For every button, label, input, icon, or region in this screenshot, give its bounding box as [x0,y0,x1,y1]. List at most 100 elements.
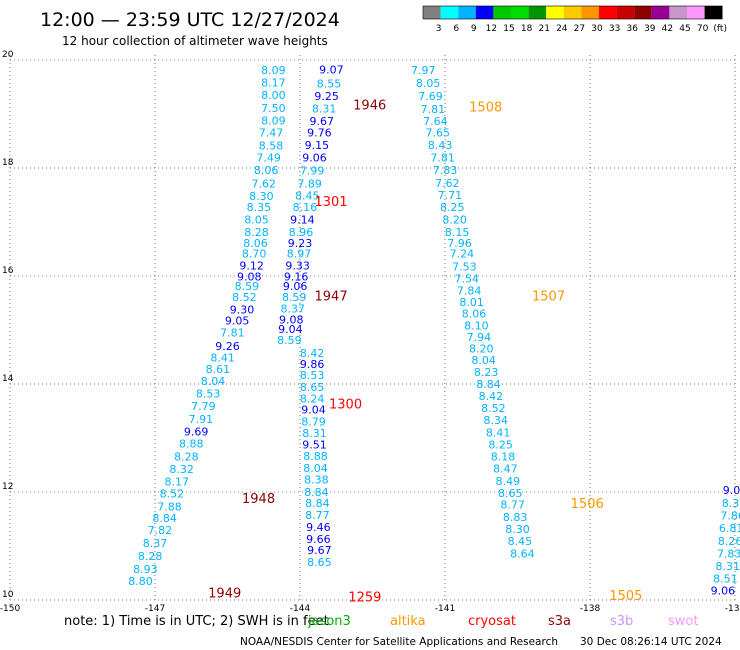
legend-label: 39 [644,24,656,34]
satellite-name: swot [668,614,698,629]
wave-height-label: 7.49 [256,152,281,165]
legend-swatch [669,6,687,19]
wave-height-label: 7.91 [189,413,214,426]
wave-height-label: 8.52 [160,487,185,500]
wave-height-label: 9.12 [239,260,264,273]
satellite-name: jason3 [307,614,351,629]
legend-label: 24 [556,24,568,34]
wave-height-label: 8.41 [210,351,235,364]
wave-height-label: 9.16 [284,270,309,283]
satellite-name: altika [390,614,426,629]
wave-height-label: 7.88 [157,500,182,513]
chart-subtitle: 12 hour collection of altimeter wave hei… [62,34,328,48]
wave-height-label: 8.09 [261,114,286,127]
wave-height-label: 9.25 [314,90,339,103]
legend-swatch [651,6,670,19]
legend-swatch [440,6,459,19]
wave-height-label: 8.32 [169,463,194,476]
legend-label: 42 [662,24,673,34]
wave-height-label: 7.97 [411,64,436,77]
x-tick-label: -144 [290,604,311,614]
wave-height-label: 8.58 [259,140,284,153]
legend-label: 45 [679,24,690,34]
legend-swatch [634,6,652,19]
wave-height-label: 8.24 [300,392,325,405]
wave-height-label: 7.84 [457,284,482,297]
wave-height-label: 7.86 [720,510,740,523]
wave-height-label: 8.42 [300,347,325,360]
wave-height-label: 8.18 [491,451,516,464]
wave-height-label: 7.94 [467,331,492,344]
wave-height-label: 7.64 [423,115,448,128]
wave-height-label: 8.84 [304,486,329,499]
axis-ticks: -150 -147 -144 -141 -138 -135 20 18 16 14 12 10 [0,50,740,614]
legend-swatch [458,6,476,19]
satellite-legend: jason3 altika cryosat s3a s3b swot [307,614,698,629]
legend-label: 6 [453,24,459,34]
wave-height-label: 8.59 [282,291,307,304]
wave-height-label: 8.15 [445,226,470,239]
wave-height-label: 8.64 [510,547,535,560]
y-tick-label: 12 [2,482,13,492]
wave-height-label: 8.84 [305,497,330,510]
wave-height-label: 8.96 [289,226,314,239]
wave-height-label: 8.01 [459,296,484,309]
legend-label: 27 [574,24,585,34]
wave-height-label: 7.62 [435,177,460,190]
wave-height-label: 7.82 [148,524,173,537]
wave-height-label: 9.86 [300,358,325,371]
wave-height-label: 7.99 [300,164,325,177]
wave-height-label: 7.65 [426,127,451,140]
pass-time-label: 1505 [609,589,642,604]
color-legend: 3 6 9 12 15 18 21 24 27 30 33 36 39 42 45 70 (ft) [422,5,727,34]
wave-height-label: 8.05 [416,77,441,90]
legend-label: 70 [697,24,709,34]
wave-height-label: 8.04 [303,462,328,475]
wave-height-label: 8.70 [242,248,267,261]
x-tick-label: -147 [145,604,165,614]
wave-height-label: 8.53 [196,388,221,401]
chart-title: 12:00 — 23:59 UTC 12/27/2024 [40,9,340,31]
wave-height-label: 8.20 [442,214,467,227]
wave-height-label: 7.83 [433,164,458,177]
wave-height-label: 7.53 [452,261,477,274]
wave-height-label: 8.83 [503,511,528,524]
legend-label: 15 [503,24,514,34]
wave-height-label: 8.51 [713,573,738,586]
wave-height-label: 8.06 [462,308,487,321]
wave-height-label: 8.41 [486,426,511,439]
wave-height-label: 9.06 [283,280,308,293]
y-tick-label: 14 [2,374,14,384]
grid-lines [9,55,736,601]
wave-height-label: 9.30 [230,303,255,316]
wave-height-label: 8.28 [138,550,163,563]
wave-height-label: 7.96 [447,237,472,250]
wave-height-label: 8.79 [301,416,326,429]
legend-label: 18 [521,24,533,34]
wave-height-label: 7.89 [297,177,322,190]
wave-height-label: 8.10 [464,319,489,332]
legend-label: 21 [538,24,549,34]
wave-height-label: 8.37 [281,303,306,316]
wave-height-label: 8.09 [261,64,286,77]
pass-time-label: 1300 [329,397,362,412]
wave-height-label: 8.31 [312,102,337,115]
wave-height-label: 7.71 [438,189,463,202]
legend-label: 30 [591,24,603,34]
y-tick-label: 10 [2,590,14,600]
satellite-name: s3a [548,614,571,629]
wave-height-label: 8.28 [244,226,269,239]
x-tick-label: -135 [725,604,740,614]
wave-height-label: 8.23 [474,366,499,379]
legend-swatch [528,6,547,19]
wave-height-label: 7.83 [717,547,740,560]
wave-height-label: 7.54 [455,272,480,285]
wave-height-label: 8.31 [302,427,327,440]
wave-height-label: 9.14 [290,214,315,227]
satellite-name: s3b [610,614,633,629]
wave-height-label: 8.35 [247,201,272,214]
pass-time-label: 1949 [208,586,241,601]
wave-height-label: 9.06 [302,152,327,165]
pass-time-label: 1506 [571,497,604,512]
